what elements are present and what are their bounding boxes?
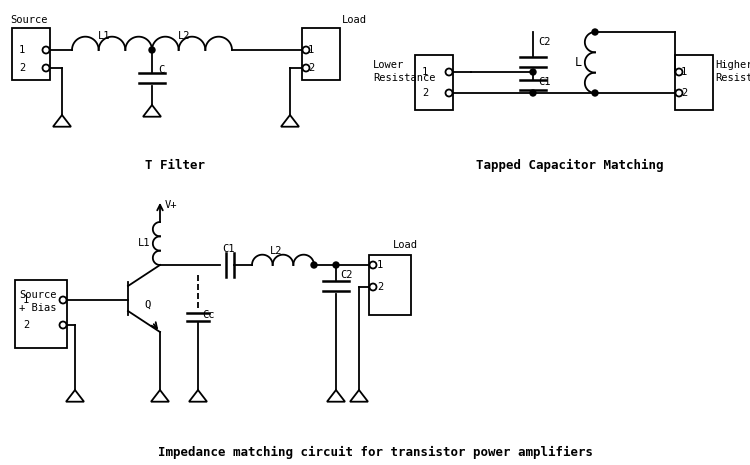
Circle shape bbox=[333, 262, 339, 268]
Text: 2: 2 bbox=[377, 282, 383, 292]
Bar bbox=[415, 55, 453, 110]
Text: V+: V+ bbox=[165, 200, 178, 210]
Text: 1: 1 bbox=[681, 67, 687, 77]
Circle shape bbox=[592, 90, 598, 96]
Text: C1: C1 bbox=[222, 244, 235, 254]
Text: C: C bbox=[158, 65, 164, 75]
Text: 1: 1 bbox=[23, 295, 29, 305]
Text: Impedance matching circuit for transistor power amplifiers: Impedance matching circuit for transisto… bbox=[158, 445, 592, 458]
Text: Tapped Capacitor Matching: Tapped Capacitor Matching bbox=[476, 159, 664, 172]
Bar bbox=[675, 55, 713, 110]
Text: Source: Source bbox=[10, 15, 47, 25]
Circle shape bbox=[530, 90, 536, 96]
Text: L1: L1 bbox=[98, 31, 110, 41]
Text: Q: Q bbox=[144, 300, 150, 310]
Text: 2: 2 bbox=[23, 320, 29, 330]
Circle shape bbox=[530, 69, 536, 75]
Text: 2: 2 bbox=[681, 88, 687, 98]
Bar bbox=[12, 28, 50, 80]
Text: L2: L2 bbox=[270, 246, 283, 256]
Text: Resistance: Resistance bbox=[373, 73, 436, 83]
Text: T Filter: T Filter bbox=[145, 159, 205, 172]
Text: 1: 1 bbox=[422, 67, 428, 77]
Text: L2: L2 bbox=[178, 31, 190, 41]
Text: C1: C1 bbox=[538, 77, 550, 87]
Text: Cc: Cc bbox=[202, 310, 214, 320]
Text: L1: L1 bbox=[138, 238, 151, 248]
Text: Higher: Higher bbox=[715, 60, 750, 70]
Bar bbox=[302, 28, 340, 80]
Text: Source: Source bbox=[19, 290, 56, 300]
Text: C2: C2 bbox=[538, 37, 550, 47]
Text: 1: 1 bbox=[19, 45, 26, 55]
Circle shape bbox=[311, 262, 317, 268]
Circle shape bbox=[149, 47, 155, 53]
Bar bbox=[369, 255, 411, 315]
Text: Lower: Lower bbox=[373, 60, 404, 70]
Text: Resistance: Resistance bbox=[715, 73, 750, 83]
Text: 1: 1 bbox=[377, 260, 383, 270]
Text: 2: 2 bbox=[308, 63, 314, 73]
Text: L: L bbox=[575, 55, 582, 68]
Text: C2: C2 bbox=[340, 270, 352, 280]
Text: Load: Load bbox=[393, 240, 418, 250]
Text: 2: 2 bbox=[19, 63, 26, 73]
Text: 2: 2 bbox=[422, 88, 428, 98]
Bar bbox=[15, 280, 67, 348]
Text: 1: 1 bbox=[308, 45, 314, 55]
Text: + Bias: + Bias bbox=[19, 303, 56, 313]
Text: Load: Load bbox=[342, 15, 367, 25]
Circle shape bbox=[592, 29, 598, 35]
